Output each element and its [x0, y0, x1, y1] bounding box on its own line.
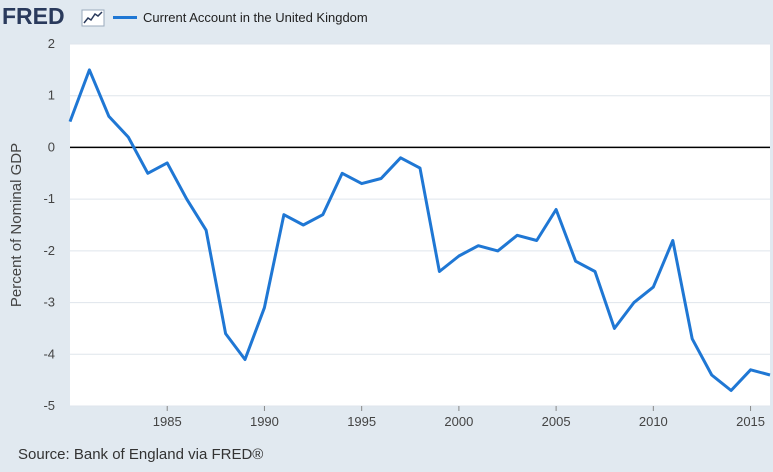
y-tick-label: 0	[48, 139, 55, 154]
y-tick-label: -2	[43, 243, 55, 258]
series-line-current-account	[68, 68, 771, 392]
x-tick-label: 1985	[153, 414, 182, 429]
x-tick-label: 2000	[444, 414, 473, 429]
x-tick-label: 2010	[639, 414, 668, 429]
line-chart: 2 1 0 -1 -2 -3 -4 -5 1985 1990 1995 2000 2005 2010 20…	[8, 36, 771, 429]
y-tick-label: -4	[43, 346, 55, 361]
y-tick-label: 2	[48, 36, 55, 51]
y-tick-labels: 2 1 0 -1 -2 -3 -4 -5	[43, 36, 55, 413]
x-tick-labels: 1985 1990 1995 2000 2005 2010 2015	[153, 406, 765, 429]
fred-logo-text: FRED	[2, 3, 65, 29]
line-chart-icon	[81, 9, 105, 27]
chart-legend: Current Account in the United Kingdom	[113, 8, 368, 26]
legend-label: Current Account in the United Kingdom	[143, 9, 368, 25]
x-tick-label: 2015	[736, 414, 765, 429]
legend-swatch	[113, 15, 137, 19]
x-tick-label: 1995	[347, 414, 376, 429]
source-note: Source: Bank of England via FRED®	[18, 446, 264, 463]
fred-logo: FRED	[2, 3, 105, 29]
x-tick-label: 2005	[542, 414, 571, 429]
y-tick-label: -1	[43, 191, 55, 206]
x-tick-label: 1990	[250, 414, 279, 429]
plot-area	[70, 44, 770, 406]
y-tick-label: -3	[43, 295, 55, 310]
y-tick-label: 1	[48, 88, 55, 103]
y-tick-label: -5	[43, 398, 55, 413]
y-axis-label: Percent of Nominal GDP	[8, 143, 25, 307]
